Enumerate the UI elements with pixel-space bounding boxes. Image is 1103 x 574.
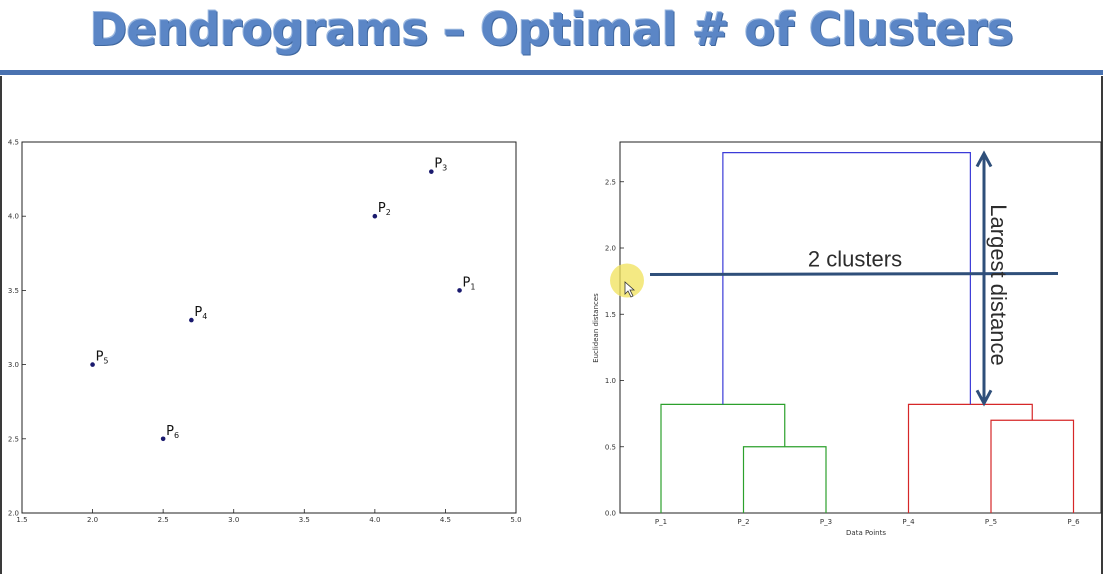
scatter-y-tick-label: 3.0 [8,361,19,369]
scatter-x-tick-label: 2.5 [158,516,169,524]
dendrogram-y-tick-label: 0.5 [605,443,616,451]
dendrogram-leaf-label: P_1 [655,518,667,526]
scatter-point [189,317,194,323]
title-divider [0,70,1103,75]
scatter-point [90,362,95,367]
scatter-point [160,436,166,442]
dendrogram-y-tick-label: 0.0 [605,510,616,518]
scatter-point [429,169,434,174]
dendrogram-plot-area [619,141,1102,514]
scatter-y-tick-label: 4.0 [8,213,19,221]
scatter-point-label: P1 [463,275,476,291]
dendrogram-y-tick-label: 2.5 [605,178,616,186]
scatter-x-tick-label: 2.0 [87,516,98,524]
scatter-point-label: P3 [434,157,447,173]
scatter-x-tick-label: 3.5 [299,516,310,524]
mouse-cursor-icon [624,281,636,298]
scatter-point-label: P2 [378,201,391,217]
dendrogram-x-axis-label: Data Points [846,529,886,537]
scatter-x-tick-label: 3.0 [228,516,239,524]
scatter-x-tick-label: 4.5 [440,516,451,524]
arrow-head-down-icon [975,389,993,407]
dendrogram-leaf-label: P_6 [1067,518,1080,526]
scatter-x-tick-label: 1.5 [16,516,27,524]
title-bar: Dendrograms – Optimal # of Clusters [0,0,1103,76]
scatter-plot-area [21,141,517,514]
dendrogram-y-tick-label: 1.0 [605,377,616,385]
dendrogram-leaf-label: P_4 [902,518,915,526]
cluster-cut-line [649,272,1059,276]
cursor-highlight [610,263,644,298]
dendrogram-y-axis-label: Euclidean distances [592,293,600,363]
scatter-point [372,213,378,219]
left-frame-border [0,76,2,574]
arrow-head-up-icon [975,150,993,168]
scatter-point-label: P6 [166,424,179,440]
distance-annotation-label: Largest distance [986,204,1011,365]
page-title: Dendrograms – Optimal # of Clusters [89,3,1014,56]
scatter-point [457,288,462,293]
dendrogram-y-tick-label: 1.5 [605,311,616,319]
scatter-point-label: P4 [194,305,207,321]
scatter-x-tick-label: 4.0 [369,516,380,524]
scatter-y-tick-label: 3.5 [8,287,19,295]
dendrogram-leaf-label: P_5 [985,518,997,526]
scatter-y-tick-label: 4.5 [8,139,19,147]
scatter-y-tick-label: 2.0 [8,510,19,518]
dendrogram-leaf-label: P_3 [820,518,832,526]
scatter-x-tick-label: 5.0 [510,516,521,524]
dendrogram-y-tick-label: 2.0 [605,245,616,253]
scatter-y-tick-label: 2.5 [8,435,19,443]
dendrogram-link-root [722,152,971,405]
dendrogram-leaf-label: P_2 [737,518,749,526]
scatter-point-label: P5 [96,350,109,366]
cut-annotation-label: 2 clusters [808,247,902,272]
right-frame-border [1101,76,1103,574]
